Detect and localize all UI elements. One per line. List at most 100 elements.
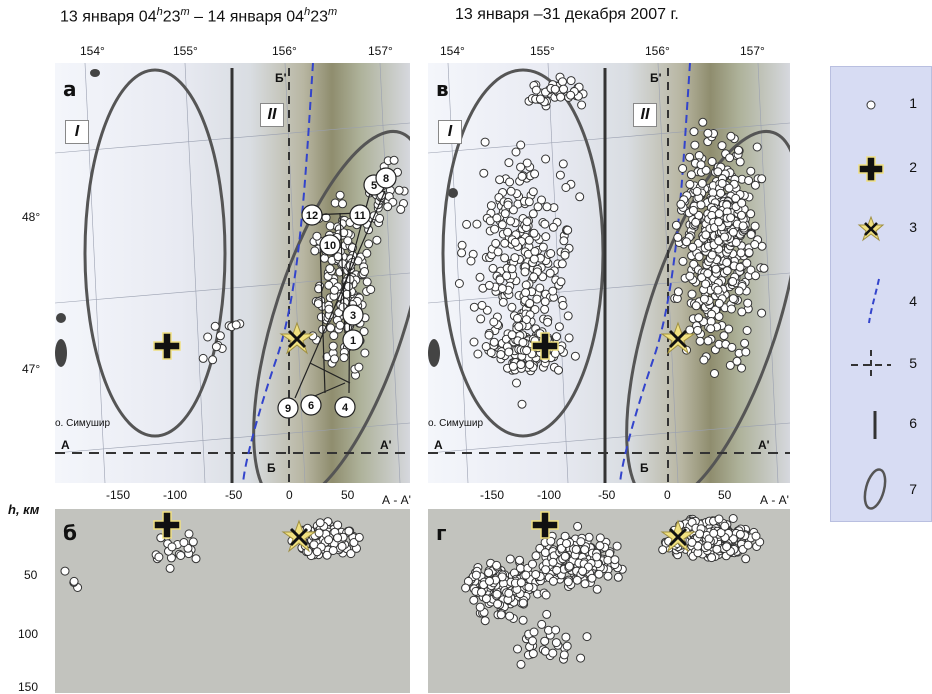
- event-point: [335, 320, 345, 330]
- event-point: [603, 571, 613, 581]
- event-point: [562, 539, 571, 548]
- event-point: [521, 570, 531, 580]
- legend-item-cross: 2: [831, 149, 931, 189]
- event-point: [529, 254, 539, 264]
- event-point: [746, 209, 756, 219]
- event-point: [740, 338, 750, 348]
- event-point: [469, 302, 479, 312]
- event-point: [484, 330, 494, 340]
- event-point: [682, 237, 691, 247]
- event-point: [685, 271, 695, 281]
- event-point: [503, 227, 513, 237]
- event-label: 5: [371, 180, 377, 192]
- event-point: [521, 280, 531, 290]
- event-point: [496, 610, 506, 620]
- event-point: [60, 566, 70, 576]
- event-point: [506, 186, 516, 196]
- event-point: [502, 271, 512, 281]
- profile-label-a2: А': [380, 438, 392, 452]
- section-panel-g: г: [428, 509, 790, 693]
- event-point: [493, 247, 503, 257]
- event-point: [725, 153, 735, 163]
- legend-item-boundary: 6: [831, 405, 931, 445]
- event-point: [339, 353, 349, 363]
- event-circles: [277, 167, 397, 419]
- event-point: [685, 325, 695, 335]
- event-point: [520, 267, 530, 277]
- section-g-svg: [461, 511, 765, 669]
- event-point: [485, 576, 494, 586]
- x-tick: 0: [286, 488, 293, 502]
- event-point: [737, 198, 747, 208]
- event-point: [191, 554, 201, 564]
- event-point: [394, 185, 404, 195]
- event-point: [492, 213, 502, 223]
- event-point: [688, 242, 698, 252]
- event-point: [690, 140, 700, 150]
- lat-tick: 47°: [22, 362, 41, 376]
- event-point: [751, 271, 760, 281]
- event-point: [486, 348, 496, 358]
- event-point: [462, 219, 472, 229]
- section-b-svg: [60, 511, 364, 592]
- map-v-svg: [428, 63, 790, 483]
- event-point: [383, 202, 393, 212]
- event-point: [532, 294, 542, 304]
- event-point: [507, 302, 517, 312]
- trench-line: [619, 63, 691, 483]
- event-point: [524, 197, 534, 207]
- event-point: [571, 545, 581, 554]
- event-point: [320, 253, 329, 263]
- event-point: [540, 219, 550, 229]
- event-point: [717, 178, 727, 188]
- event-point: [691, 301, 701, 311]
- event-point: [524, 582, 534, 592]
- event-point: [322, 550, 332, 560]
- event-point: [716, 188, 726, 198]
- event-point: [576, 537, 586, 547]
- event-point: [731, 238, 741, 247]
- ellipse-icon: [863, 468, 887, 510]
- event-point: [612, 541, 622, 551]
- event-point: [542, 202, 552, 212]
- event-point: [554, 322, 564, 332]
- event-point: [746, 230, 756, 239]
- event-point: [528, 209, 538, 219]
- event-point: [564, 561, 574, 571]
- event-point: [500, 238, 510, 248]
- event-point: [491, 238, 501, 248]
- event-point: [689, 127, 699, 137]
- event-point: [735, 262, 745, 272]
- cross-symbol: [153, 511, 181, 539]
- event-point: [518, 598, 528, 608]
- event-point: [362, 248, 372, 258]
- event-point: [473, 349, 483, 359]
- event-point: [734, 145, 743, 155]
- event-point: [685, 179, 695, 189]
- event-point: [511, 147, 521, 157]
- event-point: [165, 563, 175, 573]
- cross-icon: [858, 156, 884, 182]
- event-point: [493, 599, 503, 609]
- event-point: [744, 176, 754, 185]
- event-point: [737, 307, 747, 317]
- legend-item-profile: 5: [831, 345, 931, 385]
- event-point: [559, 84, 568, 94]
- zone-ellipse-I: [441, 68, 605, 438]
- legend-item-star: 3: [831, 209, 931, 249]
- cross-symbol: [531, 332, 559, 360]
- event-point: [696, 200, 706, 210]
- event-point: [337, 541, 347, 551]
- event-point: [689, 259, 699, 269]
- x-tick: 50: [341, 488, 355, 502]
- event-point: [560, 551, 570, 561]
- event-point: [554, 365, 563, 375]
- event-point: [558, 77, 567, 87]
- event-point: [750, 180, 760, 190]
- epicenters-v: [454, 72, 769, 409]
- event-point: [717, 141, 727, 151]
- event-point: [750, 221, 760, 231]
- event-point: [215, 331, 225, 341]
- event-point: [694, 313, 704, 323]
- event-point: [719, 331, 729, 341]
